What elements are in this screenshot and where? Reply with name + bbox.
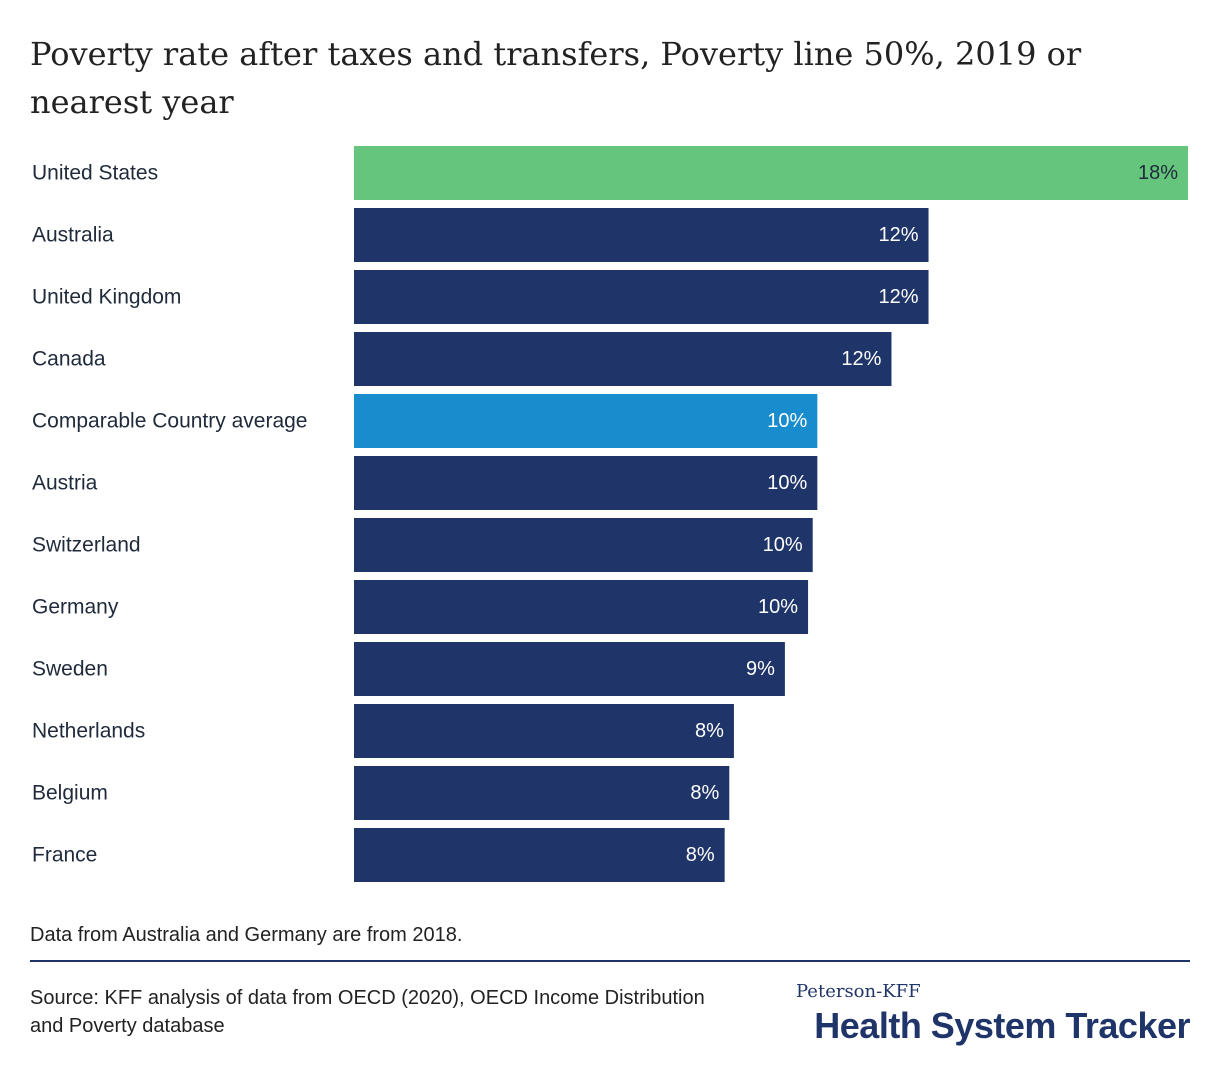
data-label: 12% [879, 286, 919, 308]
category-label: Belgium [32, 782, 108, 805]
data-note: Data from Australia and Germany are from… [30, 924, 463, 946]
data-label: 12% [879, 224, 919, 246]
category-label: Sweden [32, 658, 108, 681]
category-label: Switzerland [32, 534, 141, 557]
chart-title: Poverty rate after taxes and transfers, … [30, 35, 1082, 121]
bar [354, 580, 809, 634]
bar [354, 704, 734, 758]
category-label: Netherlands [32, 720, 145, 743]
tracker-logo: Peterson-KFF Health System Tracker [770, 980, 1191, 1048]
bar [354, 766, 730, 820]
bar [354, 456, 818, 510]
data-label: 12% [841, 348, 881, 370]
data-label: 10% [767, 410, 807, 432]
bar [354, 332, 892, 386]
data-label: 9% [746, 658, 775, 680]
category-label: France [32, 844, 97, 867]
category-label: Australia [32, 224, 114, 247]
data-label: 10% [758, 596, 798, 618]
data-label: 10% [763, 534, 803, 556]
footer-divider [30, 960, 1190, 962]
bar [354, 518, 813, 572]
bar [354, 828, 725, 882]
category-label: United States [32, 162, 158, 185]
bar-chart: United States 18% Australia 12% United Kingd… [32, 146, 1188, 882]
logo-top-text: Peterson-KFF [796, 981, 921, 1002]
data-label: 8% [690, 782, 719, 804]
category-label: Canada [32, 348, 106, 371]
logo-main-text: Health System Tracker [814, 1005, 1190, 1046]
bar [354, 208, 929, 262]
category-label: Germany [32, 596, 119, 619]
category-label: Comparable Country average [32, 410, 307, 433]
category-label: Austria [32, 472, 98, 495]
bar [354, 642, 785, 696]
bar [354, 270, 929, 324]
data-label: 10% [767, 472, 807, 494]
bar [354, 394, 818, 448]
bar [354, 146, 1188, 200]
data-label: 18% [1138, 162, 1178, 184]
data-label: 8% [686, 844, 715, 866]
source-text: Source: KFF analysis of data from OECD (… [30, 987, 705, 1037]
category-label: United Kingdom [32, 286, 181, 309]
data-label: 8% [695, 720, 724, 742]
